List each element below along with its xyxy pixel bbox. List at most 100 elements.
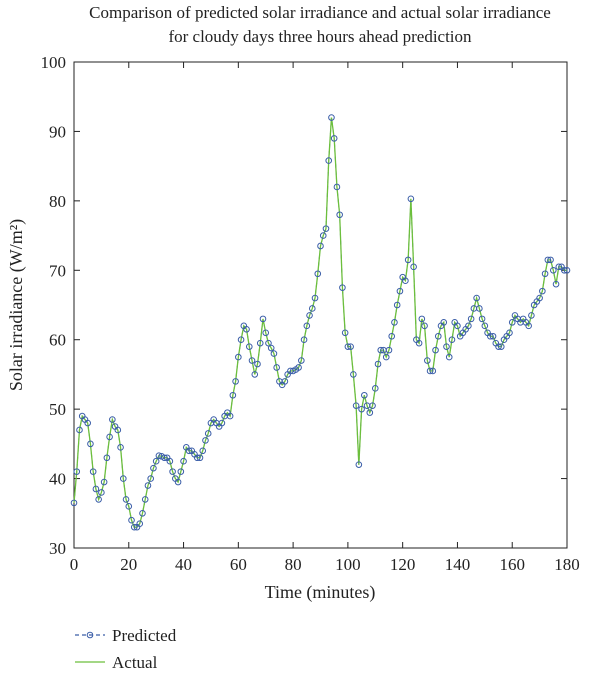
y-tick-label: 40 [49,470,66,489]
data-point [426,367,434,375]
data-point [478,315,486,323]
data-point [314,270,322,278]
data-point [185,447,193,455]
data-point [251,371,259,378]
data-point [489,332,497,340]
legend-label: Actual [112,653,158,672]
data-point [377,346,385,354]
data-point [544,256,552,264]
data-point [311,294,319,302]
y-tick-label: 50 [49,400,66,419]
data-point [539,287,546,295]
data-point [295,364,302,371]
data-point [369,402,376,409]
data-point [330,135,338,142]
data-point [325,157,333,164]
data-point [552,280,560,288]
data-point [174,478,182,486]
data-point [98,489,105,496]
y-tick-label: 60 [49,331,66,350]
data-point [281,378,289,385]
data-point [103,454,111,462]
x-tick-label: 40 [175,555,192,574]
data-point [161,454,168,462]
data-point [193,454,201,462]
chart-title: Comparison of predicted solar irradiance… [89,3,551,22]
data-point [418,315,426,323]
data-point [563,266,571,274]
data-point [256,339,264,347]
data-point [421,322,428,330]
data-point [306,312,313,319]
data-point [273,364,280,371]
data-point [130,523,138,531]
data-point [550,266,557,274]
data-point [136,520,144,528]
legend-label: Predicted [112,626,177,645]
data-point [267,344,275,352]
data-point [319,232,327,239]
data-point [547,256,554,264]
data-point [410,263,417,271]
data-point [374,360,382,368]
data-point [382,353,390,361]
data-point [169,468,176,475]
data-point [270,350,278,357]
data-point [298,357,305,364]
data-point [404,256,412,264]
data-point [120,475,127,482]
data-point [328,114,335,121]
data-point [467,315,475,323]
data-point [415,339,423,347]
x-tick-label: 60 [230,555,247,574]
data-point [454,322,461,330]
data-point [218,419,226,427]
data-point [429,367,437,375]
data-point [339,284,346,291]
data-point [259,315,267,323]
data-point [92,485,100,493]
data-point [248,357,256,364]
data-point [497,343,505,350]
data-point [528,312,535,319]
data-point [300,336,308,344]
data-point [117,444,124,451]
data-point [541,270,549,278]
data-point [202,437,209,444]
data-point [560,266,568,274]
data-point [402,277,409,285]
series-line [73,117,567,528]
data-point [336,211,343,219]
data-point [152,457,160,465]
data-point [180,457,187,465]
data-point [393,301,401,309]
data-point [424,357,431,364]
data-point [229,391,237,399]
data-point [350,371,357,378]
data-point [476,305,483,312]
x-axis-label: Time (minutes) [265,582,376,603]
data-point [254,360,261,368]
legend-marker [86,631,94,639]
series-line [73,117,567,528]
data-point [87,440,94,448]
data-point [245,343,253,350]
data-point [555,263,563,271]
data-point [144,482,152,489]
data-point [448,336,456,344]
data-point [391,319,398,326]
data-point [262,329,270,337]
data-point [166,457,174,465]
y-axis-label: Solar irradiance (W/m²) [6,219,27,391]
data-point [139,509,146,517]
data-point [473,294,480,302]
data-point [317,242,324,250]
data-point [445,353,453,361]
data-point [232,378,239,385]
data-point [487,332,494,340]
data-point [95,496,102,503]
data-point [265,339,272,347]
data-point [322,225,330,232]
x-tick-label: 100 [335,555,361,574]
data-point [385,346,393,354]
